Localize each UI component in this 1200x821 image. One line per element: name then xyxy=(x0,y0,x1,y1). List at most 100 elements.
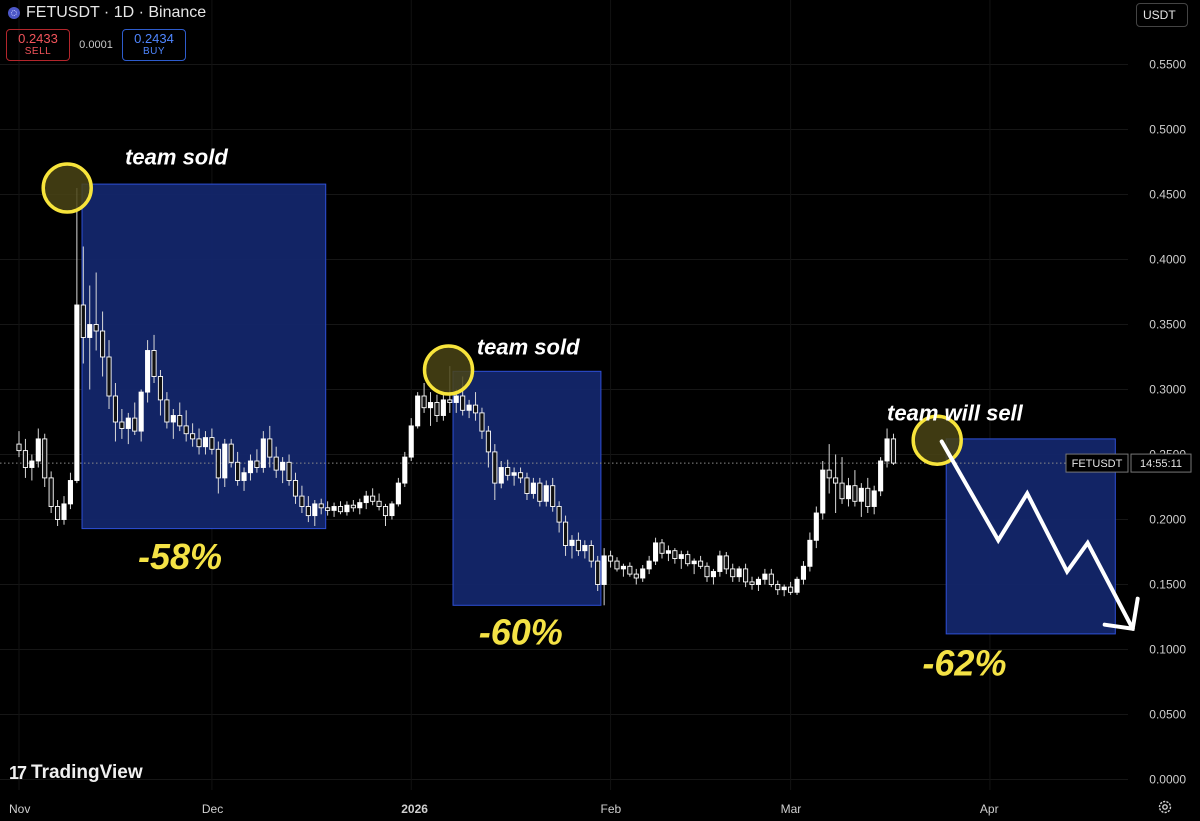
candle-body xyxy=(357,502,363,509)
candle-body xyxy=(74,304,80,481)
candle-body xyxy=(755,578,761,585)
gear-icon[interactable] xyxy=(1157,799,1173,815)
y-tick-label: 0.0000 xyxy=(1149,773,1186,787)
candle-body xyxy=(884,438,890,462)
candle-body xyxy=(717,555,723,572)
candle-body xyxy=(202,437,209,448)
candle-body xyxy=(267,438,273,458)
buy-label: BUY xyxy=(142,46,166,57)
annotation-label: team sold xyxy=(477,334,580,359)
candle-body xyxy=(743,568,749,583)
symbol-header[interactable]: FETUSDT · 1D · Binance xyxy=(8,4,206,22)
candle-body xyxy=(678,554,684,559)
candle-body xyxy=(878,460,884,492)
symbol-title: FETUSDT · 1D · Binance xyxy=(26,4,207,21)
y-tick-label: 0.2000 xyxy=(1149,513,1186,527)
candle-body xyxy=(35,438,41,462)
candle-body xyxy=(472,404,479,414)
candle-body xyxy=(595,560,601,585)
candle-body xyxy=(190,433,196,440)
y-tick-label: 0.3000 xyxy=(1149,383,1186,397)
x-tick-label: Apr xyxy=(980,802,999,816)
candle-body xyxy=(427,402,434,409)
candle-body xyxy=(871,490,877,507)
candle-body xyxy=(312,503,318,517)
candle-body xyxy=(517,472,524,479)
sell-label: SELL xyxy=(24,46,52,57)
candle-body xyxy=(215,448,221,479)
candle-body xyxy=(852,485,858,502)
candle-body xyxy=(569,539,575,546)
candle-body xyxy=(363,495,369,504)
candle-body xyxy=(132,417,138,432)
candle-body xyxy=(608,555,614,562)
candle-body xyxy=(646,560,652,570)
candle-body xyxy=(22,450,28,468)
candle-body xyxy=(556,506,562,523)
x-tick-label: Feb xyxy=(601,802,622,816)
candle-body xyxy=(762,573,768,580)
trend-arrow xyxy=(939,439,1135,631)
candle-body xyxy=(890,438,897,464)
candle-body xyxy=(222,443,228,479)
candle-body xyxy=(698,560,704,567)
candle-body xyxy=(382,506,389,517)
candle-body xyxy=(292,480,299,497)
candle-body xyxy=(537,482,543,502)
candle-body xyxy=(241,472,247,481)
candle-body xyxy=(421,395,427,409)
candle-body xyxy=(389,503,395,517)
candle-body xyxy=(402,456,408,484)
candle-body xyxy=(691,560,697,565)
candle-body xyxy=(331,506,337,511)
candle-body xyxy=(29,460,35,468)
candle-body xyxy=(112,395,118,423)
tradingview-logo: 17 TradingView xyxy=(9,762,143,784)
percent-label: -58% xyxy=(138,536,222,577)
candle-body xyxy=(550,485,556,507)
candle-body xyxy=(524,477,530,494)
candle-body xyxy=(48,477,54,507)
candle-body xyxy=(704,565,710,578)
candle-body xyxy=(151,350,157,377)
candle-body xyxy=(820,469,826,514)
tradingview-mark: 17 xyxy=(9,762,27,783)
candle-body xyxy=(485,430,491,453)
currency-selector[interactable]: USDT xyxy=(1136,3,1188,27)
currency-label: USDT xyxy=(1143,8,1176,22)
candle-body xyxy=(344,504,350,513)
candle-body xyxy=(505,467,511,476)
candle-body xyxy=(164,399,170,423)
price-tag-countdown-box xyxy=(1130,453,1192,473)
candle-body xyxy=(601,555,607,585)
y-tick-label: 0.1000 xyxy=(1149,643,1186,657)
candle-body xyxy=(305,506,311,517)
candle-body xyxy=(800,565,807,580)
candle-body xyxy=(839,482,845,500)
annotation-label: team will sell xyxy=(887,401,1024,426)
candle-body xyxy=(55,506,61,520)
arrow-head xyxy=(1102,596,1140,631)
candle-body xyxy=(588,545,594,562)
candle-body xyxy=(640,568,646,579)
sell-button[interactable]: 0.2433 SELL xyxy=(6,29,70,61)
candle-body xyxy=(325,507,331,511)
candle-body xyxy=(447,399,453,403)
candle-body xyxy=(633,573,639,579)
candle-body xyxy=(826,469,832,479)
candle-body xyxy=(434,402,440,416)
candle-body xyxy=(575,539,581,552)
y-tick-label: 0.1500 xyxy=(1149,578,1186,592)
candle-body xyxy=(286,461,292,481)
y-tick-label: 0.5000 xyxy=(1149,123,1186,137)
candle-body xyxy=(119,421,125,429)
candle-body xyxy=(775,584,781,591)
candle-body xyxy=(723,555,729,570)
candle-body xyxy=(87,324,93,338)
buy-button[interactable]: 0.2434 BUY xyxy=(122,29,186,61)
candle-body xyxy=(209,437,215,450)
candle-body xyxy=(768,573,774,585)
candle-body xyxy=(614,560,620,570)
candle-body xyxy=(781,586,787,591)
